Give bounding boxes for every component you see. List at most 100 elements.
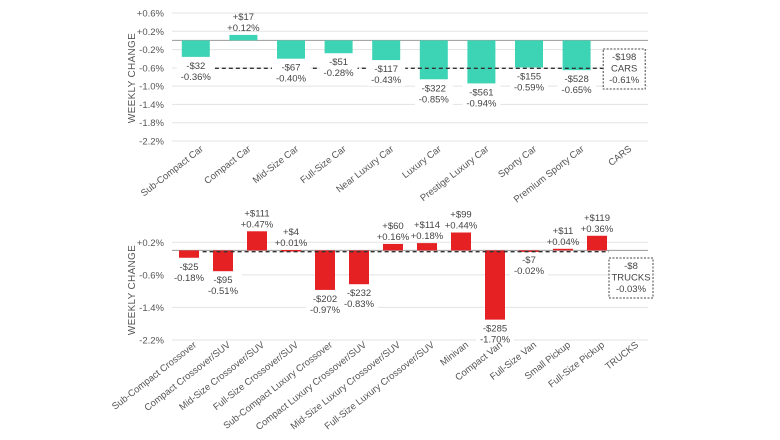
data-label-percent: +0.47%	[241, 219, 274, 230]
y-tick-label: -1.4%	[139, 303, 164, 314]
data-label-percent: +0.04%	[547, 237, 580, 248]
data-label-percent: +0.44%	[445, 221, 478, 232]
average-summary-text: -$8	[624, 261, 638, 272]
bar-luxury-car	[419, 40, 448, 80]
y-tick-label: -1.0%	[139, 82, 164, 93]
bar-full-size-pickup	[587, 235, 607, 251]
bar-sub-compact-luxury-crossover	[315, 250, 335, 290]
y-tick-label: +0.6%	[137, 9, 165, 20]
data-label-dollar: +$60	[382, 221, 403, 232]
data-label-background	[510, 69, 548, 94]
data-label-percent: -0.97%	[310, 305, 341, 316]
data-label-percent: -1.70%	[480, 335, 511, 346]
y-tick-label: -2.2%	[139, 336, 164, 347]
data-label-background	[476, 321, 514, 346]
data-label-dollar: +$114	[414, 220, 440, 231]
bar-compact-van	[485, 250, 505, 320]
data-label-background	[510, 253, 548, 278]
category-label: Sub-Compact Car	[139, 144, 206, 199]
data-label-dollar: -$285	[483, 324, 507, 335]
data-label-background	[319, 55, 358, 80]
data-label-background	[340, 286, 378, 311]
data-label-background	[204, 273, 242, 298]
data-label-percent: -0.65%	[562, 85, 593, 96]
data-label-percent: -0.18%	[174, 273, 205, 284]
bar-near-luxury-car	[372, 40, 401, 61]
data-label-percent: +0.16%	[377, 232, 410, 243]
y-tick-label: +0.2%	[137, 27, 165, 38]
data-label-background	[414, 81, 453, 106]
data-label-percent: -0.02%	[514, 266, 545, 277]
data-label-dollar: -$67	[281, 63, 300, 74]
data-label-dollar: -$51	[329, 57, 348, 68]
average-summary-text: -$198	[612, 52, 636, 63]
y-tick-label: -0.6%	[139, 270, 164, 281]
average-summary-box	[602, 48, 646, 90]
data-label-background	[170, 259, 208, 284]
data-label-percent: -0.51%	[208, 286, 239, 297]
data-label-percent: +0.12%	[227, 23, 260, 34]
data-label-dollar: +$111	[244, 208, 269, 219]
data-label-percent: +0.18%	[411, 231, 444, 242]
y-tick-label: +0.2%	[137, 238, 165, 249]
category-label: TRUCKS	[603, 340, 641, 373]
data-label-percent: -0.85%	[419, 94, 450, 105]
data-label-percent: -0.36%	[181, 72, 212, 83]
category-label: Sporty Car	[496, 144, 539, 181]
data-label-percent: -0.94%	[466, 98, 497, 109]
average-summary-text: -0.61%	[609, 75, 640, 86]
data-label-dollar: -$155	[517, 71, 541, 82]
bar-compact-luxury-crossover-suv	[349, 250, 369, 285]
data-label-percent: -0.40%	[276, 74, 307, 85]
category-label: Luxury Car	[400, 144, 443, 181]
data-label-percent: -0.43%	[371, 75, 402, 86]
data-label-dollar: +$11	[553, 226, 574, 237]
data-label-dollar: -$322	[422, 83, 446, 94]
data-label-background	[306, 291, 344, 316]
data-label-dollar: -$202	[313, 294, 337, 305]
y-tick-label: -0.2%	[139, 45, 164, 56]
average-summary-text: -0.03%	[616, 284, 647, 295]
bar-sporty-car	[515, 40, 543, 68]
bar-full-size-van	[519, 250, 539, 252]
category-label: Compact Car	[202, 144, 253, 187]
data-label-percent: +0.01%	[275, 238, 308, 249]
data-label-dollar: -$528	[564, 74, 588, 85]
data-label-dollar: -$32	[186, 61, 205, 72]
bar-full-size-luxury-crossover-suv	[417, 243, 437, 251]
category-label: Full-Size Car	[298, 144, 348, 186]
bar-full-size-crossover-suv	[281, 250, 301, 252]
bar-full-size-car	[324, 40, 353, 54]
data-label-dollar: +$4	[283, 227, 299, 238]
bar-prestige-luxury-car	[467, 40, 496, 84]
data-label-dollar: -$232	[347, 288, 371, 299]
average-summary-text: TRUCKS	[611, 273, 650, 284]
data-label-dollar: -$25	[179, 262, 198, 273]
data-label-percent: -0.59%	[514, 82, 545, 93]
y-tick-label: -2.2%	[139, 137, 164, 148]
y-tick-label: -1.4%	[139, 100, 164, 111]
data-label-dollar: -$117	[374, 64, 398, 75]
bar-small-pickup	[553, 248, 573, 251]
data-label-background	[176, 58, 215, 83]
data-label-background	[462, 85, 501, 110]
bar-mid-size-car	[277, 40, 305, 59]
bar-mid-size-crossover-suv	[247, 231, 267, 251]
average-summary-text: CARS	[611, 64, 637, 75]
bar-minivan	[451, 232, 471, 251]
data-label-background	[272, 60, 310, 85]
y-tick-label: -0.6%	[139, 63, 164, 74]
data-label-percent: +0.36%	[581, 224, 614, 235]
data-label-dollar: +$17	[233, 12, 254, 23]
bar-sub-compact-crossover	[179, 250, 199, 258]
category-label: CARS	[606, 144, 634, 169]
bar-compact-car	[229, 34, 258, 41]
bar-sub-compact-car	[181, 40, 210, 57]
data-label-dollar: -$95	[213, 275, 232, 286]
data-label-percent: -0.28%	[324, 68, 355, 79]
bar-premium-sporty-car	[562, 40, 591, 71]
category-label: Mid-Size Car	[251, 144, 301, 186]
y-axis-title: WEEKLY CHANGE	[127, 33, 138, 123]
data-label-background	[367, 62, 406, 87]
